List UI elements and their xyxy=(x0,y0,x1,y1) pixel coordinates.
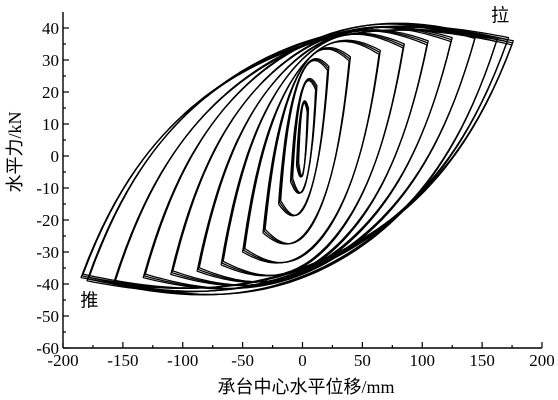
x-tick-label: -100 xyxy=(167,351,198,370)
chart-axes xyxy=(62,12,543,349)
chart-annotations: 拉推 xyxy=(80,6,509,311)
x-tick-label: -150 xyxy=(107,351,138,370)
y-tick-label: -30 xyxy=(36,243,59,262)
y-tick-label: -10 xyxy=(36,179,59,198)
x-tick-label: 100 xyxy=(410,351,436,370)
x-tick-label: 150 xyxy=(469,351,495,370)
hysteresis-loop xyxy=(198,30,428,283)
x-tick-label: -200 xyxy=(47,351,78,370)
tick-labels: -200 -150 -100 -50 0 50 100 150 200-60-50-40-30-… xyxy=(36,19,554,370)
hysteresis-loop xyxy=(222,33,404,276)
y-tick-label: -60 xyxy=(36,339,59,358)
x-tick-label: 200 xyxy=(529,351,555,370)
hysteresis-loop xyxy=(292,80,317,194)
y-tick-label: -50 xyxy=(36,307,59,326)
annotation-label: 拉 xyxy=(491,6,509,26)
hysteresis-loop xyxy=(264,48,350,245)
y-axis-label: 水平力/kN xyxy=(5,111,25,192)
y-tick-label: 0 xyxy=(51,147,60,166)
hysteresis-loop xyxy=(144,23,476,290)
y-tick-label: 40 xyxy=(42,19,59,38)
hysteresis-loop xyxy=(244,40,380,264)
hysteresis-loop xyxy=(171,26,453,286)
hysteresis-loop xyxy=(298,102,308,177)
hysteresis-loop xyxy=(82,29,513,289)
y-tick-label: -40 xyxy=(36,275,59,294)
hysteresis-loop xyxy=(170,25,453,287)
y-tick-label: 20 xyxy=(42,83,59,102)
hysteresis-loop xyxy=(197,29,429,283)
hysteresis-loops xyxy=(80,22,514,296)
hysteresis-loop xyxy=(280,59,329,216)
y-tick-label: -20 xyxy=(36,211,59,230)
annotation-label: 推 xyxy=(80,290,98,310)
x-tick-label: 50 xyxy=(354,351,371,370)
y-tick-label: 30 xyxy=(42,51,59,70)
x-tick-label: 0 xyxy=(298,351,307,370)
x-tick-label: -50 xyxy=(231,351,254,370)
x-axis-label: 承台中心水平位移/mm xyxy=(217,377,394,397)
y-tick-label: 10 xyxy=(42,115,59,134)
